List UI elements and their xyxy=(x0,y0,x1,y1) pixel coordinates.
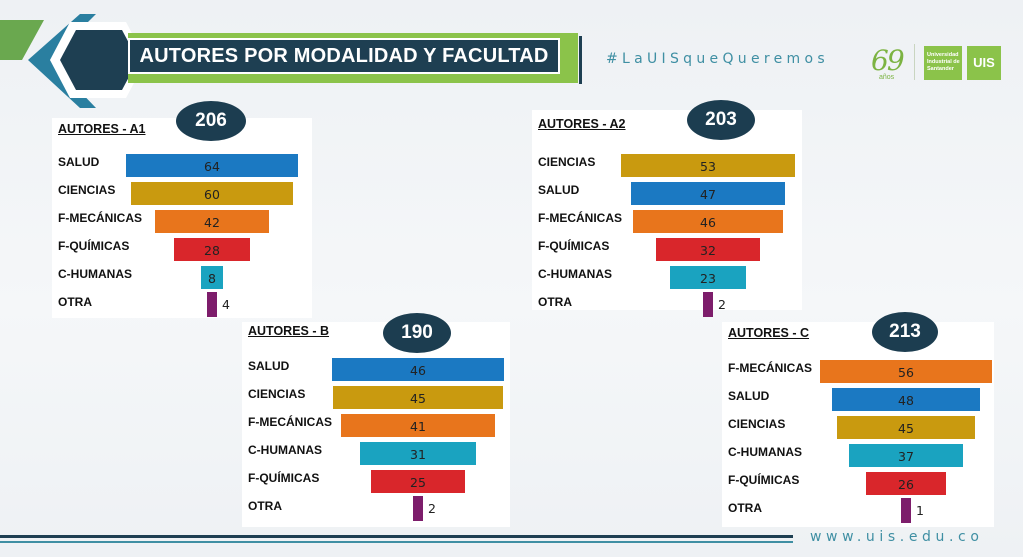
chart-title: AUTORES - C xyxy=(728,326,810,340)
page-title: AUTORES POR MODALIDAD Y FACULTAD xyxy=(128,38,560,74)
category-label-c-humanas: C-HUMANAS xyxy=(728,445,802,459)
chart-title: AUTORES - A2 xyxy=(538,117,626,131)
bar-c-humanas xyxy=(359,442,477,465)
bar-f-mecanicas xyxy=(155,210,269,233)
bar-c-humanas xyxy=(670,266,746,289)
category-label-otra: OTRA xyxy=(248,499,282,513)
bar-ciencias xyxy=(836,416,976,439)
bar-ciencias xyxy=(131,182,293,205)
data-label-f-mecanicas: 41 xyxy=(410,419,426,434)
bar-salud xyxy=(125,154,299,177)
bar-salud xyxy=(631,182,785,205)
bar-c-humanas xyxy=(201,266,223,289)
bar-ciencias xyxy=(621,154,795,177)
category-label-ciencias: CIENCIAS xyxy=(248,387,306,401)
bar-c-humanas xyxy=(849,444,963,467)
blue-chevron-shape xyxy=(28,14,96,108)
bar-f-mecanicas xyxy=(632,210,784,233)
data-label-f-mecanicas: 56 xyxy=(898,365,914,380)
data-label-f-mecanicas: 42 xyxy=(204,215,220,230)
data-label-f-quimicas: 28 xyxy=(204,243,220,258)
logo-divider xyxy=(914,44,915,80)
data-label-salud: 47 xyxy=(700,187,716,202)
footer-line xyxy=(0,535,793,538)
category-label-otra: OTRA xyxy=(58,295,92,309)
category-label-c-humanas: C-HUMANAS xyxy=(248,443,322,457)
bar-otra xyxy=(901,498,911,523)
bar-otra xyxy=(413,496,423,521)
data-label-salud: 46 xyxy=(410,363,426,378)
bar-salud xyxy=(832,388,980,411)
category-label-f-quimicas: F-QUÍMICAS xyxy=(728,473,800,487)
category-label-salud: SALUD xyxy=(728,389,770,403)
data-label-c-humanas: 31 xyxy=(410,447,426,462)
category-label-f-quimicas: F-QUÍMICAS xyxy=(58,239,130,253)
hexagon-shape xyxy=(60,30,138,90)
data-label-f-mecanicas: 46 xyxy=(700,215,716,230)
header-decoration xyxy=(0,14,146,108)
data-label-c-humanas: 23 xyxy=(700,271,716,286)
data-label-ciencias: 45 xyxy=(410,391,426,406)
bar-salud xyxy=(331,358,505,381)
anniversary-logo: 69 años xyxy=(867,44,907,82)
hashtag-text: #LaUISqueQueremos xyxy=(606,51,829,67)
total-badge: 203 xyxy=(687,100,755,140)
bar-f-quimicas xyxy=(865,472,947,495)
data-label-salud: 64 xyxy=(204,159,220,174)
category-label-c-humanas: C-HUMANAS xyxy=(538,267,612,281)
category-label-salud: SALUD xyxy=(538,183,580,197)
category-label-f-mecanicas: F-MECÁNICAS xyxy=(248,415,332,429)
category-label-f-quimicas: F-QUÍMICAS xyxy=(538,239,610,253)
total-badge: 206 xyxy=(176,101,246,141)
data-label-c-humanas: 8 xyxy=(208,271,216,286)
category-label-ciencias: CIENCIAS xyxy=(58,183,116,197)
uis-logo: UIS xyxy=(967,46,1001,80)
category-label-f-mecanicas: F-MECÁNICAS xyxy=(58,211,142,225)
bar-otra xyxy=(207,292,217,317)
category-label-f-mecanicas: F-MECÁNICAS xyxy=(728,361,812,375)
header-divider xyxy=(579,36,582,84)
data-label-otra: 2 xyxy=(428,501,436,516)
anniversary-number: 69 xyxy=(871,44,905,77)
university-logo: Universidad Industrial de Santander xyxy=(924,46,962,80)
bar-f-quimicas xyxy=(371,470,465,493)
category-label-salud: SALUD xyxy=(58,155,100,169)
chart-title: AUTORES - B xyxy=(248,324,330,338)
bar-ciencias xyxy=(333,386,503,409)
category-label-ciencias: CIENCIAS xyxy=(538,155,596,169)
data-label-f-quimicas: 32 xyxy=(700,243,716,258)
bar-f-quimicas xyxy=(655,238,761,261)
footer-line-accent xyxy=(0,541,793,543)
bar-otra xyxy=(703,292,713,317)
data-label-salud: 48 xyxy=(898,393,914,408)
category-label-f-mecanicas: F-MECÁNICAS xyxy=(538,211,622,225)
bar-f-quimicas xyxy=(174,238,250,261)
data-label-ciencias: 60 xyxy=(204,187,220,202)
category-label-c-humanas: C-HUMANAS xyxy=(58,267,132,281)
data-label-ciencias: 45 xyxy=(898,421,914,436)
data-label-otra: 1 xyxy=(916,503,924,518)
data-label-f-quimicas: 26 xyxy=(898,477,914,492)
data-label-c-humanas: 37 xyxy=(898,449,914,464)
data-label-otra: 4 xyxy=(222,297,230,312)
data-label-ciencias: 53 xyxy=(700,159,716,174)
chart-title: AUTORES - A1 xyxy=(58,122,146,136)
total-badge: 190 xyxy=(383,313,451,353)
data-label-f-quimicas: 25 xyxy=(410,475,426,490)
total-badge: 213 xyxy=(872,312,938,352)
category-label-f-quimicas: F-QUÍMICAS xyxy=(248,471,320,485)
anniversary-word: años xyxy=(879,74,895,81)
data-label-otra: 2 xyxy=(718,297,726,312)
green-accent-shape xyxy=(0,20,44,60)
footer-url: www.uis.edu.co xyxy=(810,529,984,545)
category-label-salud: SALUD xyxy=(248,359,290,373)
category-label-otra: OTRA xyxy=(728,501,762,515)
bar-f-mecanicas xyxy=(819,360,993,383)
bar-f-mecanicas xyxy=(340,414,496,437)
category-label-ciencias: CIENCIAS xyxy=(728,417,786,431)
category-label-otra: OTRA xyxy=(538,295,572,309)
